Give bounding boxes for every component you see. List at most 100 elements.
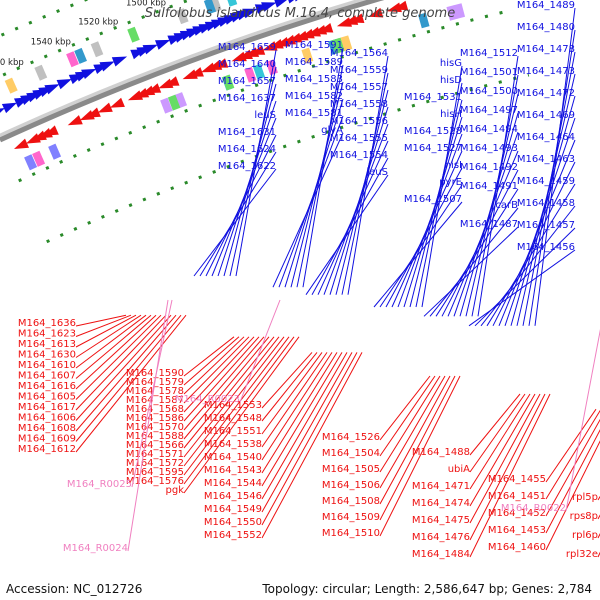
reverse-gene [134,88,150,98]
forward-leader-line [477,55,519,317]
reverse-gene-label: M164_1460 [488,542,546,553]
reverse-leader-line [379,375,461,537]
feature-boxes [4,0,466,171]
reverse-leader-line [75,314,172,421]
reverse-gene-label: M164_1488 [412,447,470,458]
reverse-gene-label: M164_1576 [126,476,184,487]
feature-box [32,150,46,167]
reverse-gene-label: M164_1616 [18,381,76,392]
forward-leader-line [385,167,463,308]
reverse-leader-line [183,336,265,431]
forward-gene-label: hisH [440,109,462,120]
reverse-leader-line [183,336,300,494]
reverse-leader-line [183,336,270,440]
reverse-gene-label: M164_1540 [204,452,262,463]
forward-gene [44,84,60,95]
reverse-gene-labels: M164_1636M164_1623M164_1613M164_1630M164… [18,314,600,560]
forward-gene [56,79,72,90]
forward-gene-label: M164_1500 [460,86,518,97]
forward-leader-line [302,47,344,288]
forward-leader-line [453,131,519,317]
reverse-leader-line [183,336,285,467]
reverse-leader-line [261,352,363,539]
forward-leader-line [379,184,463,308]
reverse-gene-label: M164_1455 [488,474,546,485]
feature-box [209,0,222,13]
reverse-leader-line [75,314,177,432]
reverse-gene-label: M164_1570 [126,422,184,433]
feature-box [252,63,266,80]
reverse-gene-label: M164_1505 [322,464,380,475]
forward-leader-line [199,151,277,277]
forward-gene-label: hisI [445,160,462,171]
feature-box [90,41,104,58]
reverse-gene [31,130,47,141]
forward-leader-line [272,132,344,288]
forward-gene-label: M164_1457 [517,220,575,231]
reverse-gene-label: M164_1504 [322,448,380,459]
forward-leader-line [468,249,576,327]
reverse-gene-label: M164_1551 [204,426,262,437]
reverse-gene-label: M164_1572 [126,458,184,469]
forward-gene-label: M164_1559 [330,65,388,76]
forward-gene-label: M164_1557 [330,82,388,93]
reverse-gene-label: M164_1568 [126,404,184,415]
tick-ring-1 [0,0,194,79]
reverse-gene [127,90,143,101]
feature-box [48,143,62,160]
reverse-leader-line [75,314,187,453]
forward-gene-label: M164_1556 [330,116,388,127]
reverse-gene-label: M164_1471 [412,481,470,492]
forward-gene [111,56,128,67]
forward-gene-label: hisG [440,58,462,69]
forward-gene-label: M164_1657 [218,76,276,87]
reverse-gene-label: M164_1508 [322,496,380,507]
accession-label: Accession: NC_012726 [6,582,143,596]
reverse-gene-label: ubiA [448,464,470,475]
reverse-gene-label: M164_1609 [18,434,76,445]
reverse-gene-label: M164_1595 [126,467,184,478]
forward-leader-line [278,115,344,288]
reverse-gene-label: M164_1586 [126,413,184,424]
forward-leader-line [205,134,277,277]
reverse-gene [188,67,204,77]
reverse-leader-line [379,375,441,473]
reverse-leader-line [261,352,323,435]
reverse-gene-label: M164_1474 [412,498,470,509]
forward-leader-line [391,150,463,308]
reverse-gene [368,7,384,18]
forward-gene-labels: M164_1489M164_1480M164_1478M164_1473M164… [193,0,576,327]
reverse-gene-label: M164_1484 [412,549,470,560]
forward-leader-line [341,72,389,295]
reverse-leader-line [261,352,358,526]
forward-gene-label: M164_1492 [460,162,518,173]
forward-gene-label: M164_1582 [285,91,343,102]
forward-gene-label: M164_1554 [330,150,388,161]
forward-gene-label: M164_1487 [460,219,518,230]
forward-gene-label: M164_1507 [404,194,462,205]
reverse-leader-line [379,375,431,441]
reverse-gene-label: pgk [166,485,185,496]
reverse-leader-line [261,352,348,500]
forward-gene-label: M164_1558 [330,99,388,110]
reverse-leader-line [75,314,132,337]
forward-leader-line [317,140,389,295]
reverse-gene-label: M164_1476 [412,532,470,543]
reverse-gene-label: M164_1552 [204,530,262,541]
reverse-leader-line [469,393,521,456]
reverse-gene [349,13,365,23]
reverse-gene [164,76,180,86]
forward-gene-label: M164_1464 [517,132,575,143]
rna-leader-line [565,328,600,512]
reverse-leader-line [75,314,147,369]
forward-gene [0,108,6,113]
feature-box [203,0,217,15]
reverse-gene-label: M164_1588 [126,431,184,442]
reverse-gene-label: M164_1610 [18,360,76,371]
reverse-gene-label: M164_1548 [204,413,262,424]
forward-gene-label: M164_1491 [460,181,518,192]
reverse-leader-line [261,352,313,409]
forward-gene-label: M164_1494 [460,124,518,135]
reverse-gene-label: M164_1453 [488,525,546,536]
